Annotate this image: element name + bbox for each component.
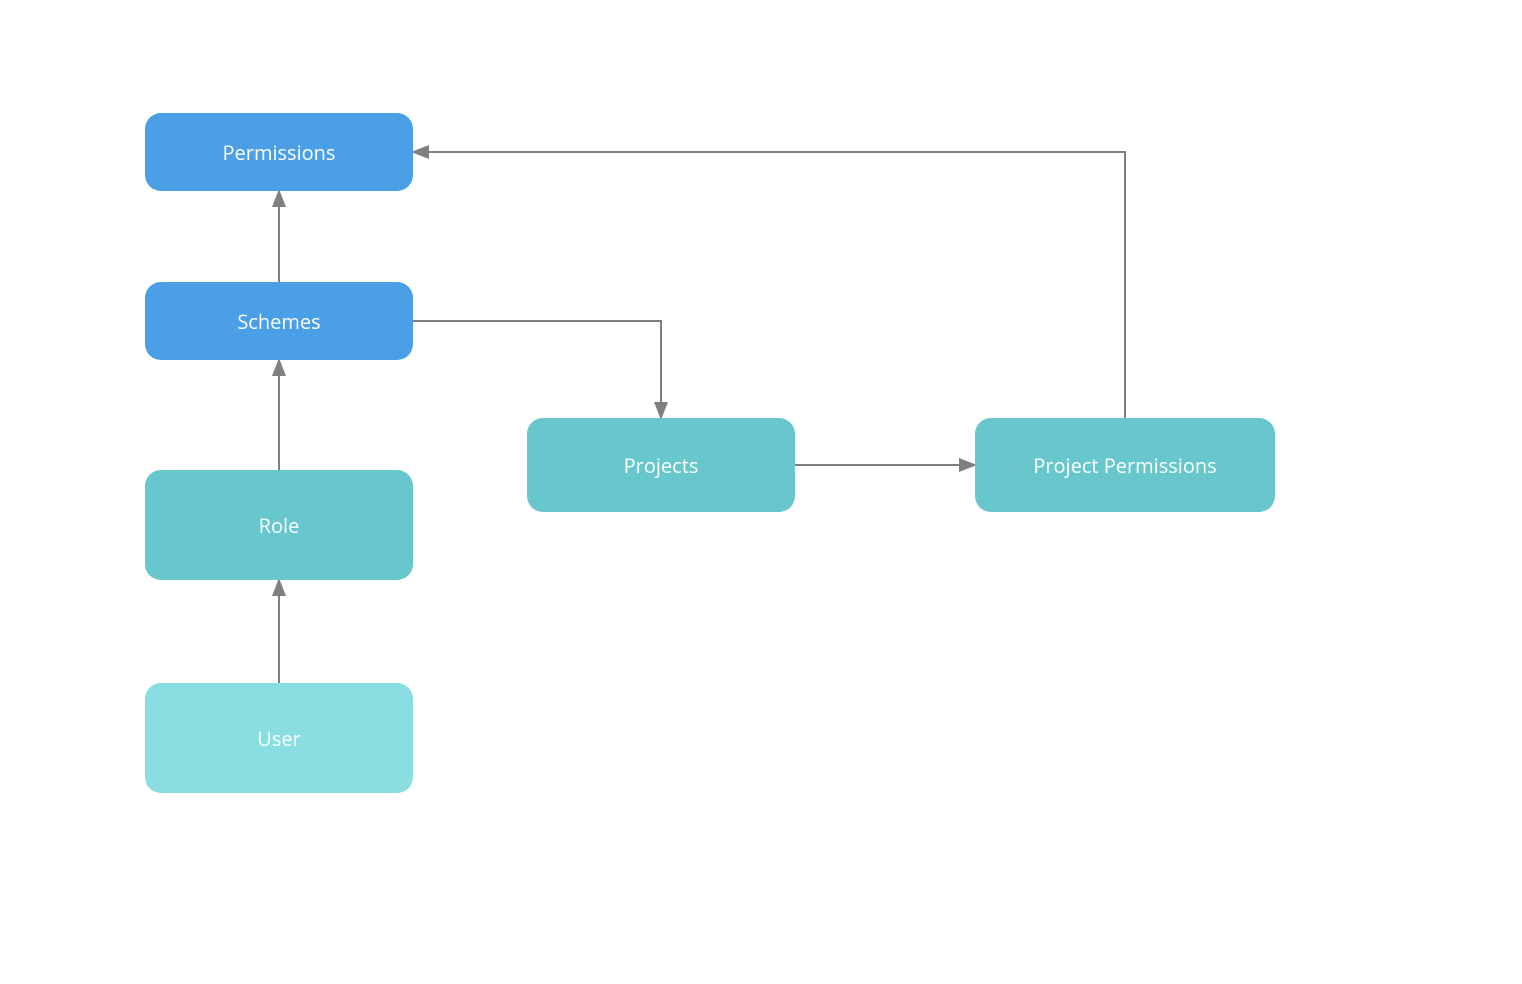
node-label: User — [257, 725, 301, 752]
diagram-canvas: Permissions Schemes Role User Projects Projec… — [0, 0, 1522, 984]
node-projects: Projects — [527, 418, 795, 512]
node-label: Projects — [624, 452, 699, 479]
node-user: User — [145, 683, 413, 793]
node-label: Role — [259, 512, 300, 539]
edge-project_permissions-to-permissions — [413, 152, 1125, 418]
node-project_permissions: Project Permissions — [975, 418, 1275, 512]
node-permissions: Permissions — [145, 113, 413, 191]
node-label: Project Permissions — [1033, 452, 1216, 479]
edge-schemes-to-projects — [413, 321, 661, 418]
node-role: Role — [145, 470, 413, 580]
node-schemes: Schemes — [145, 282, 413, 360]
node-label: Schemes — [237, 308, 320, 335]
node-label: Permissions — [223, 139, 336, 166]
